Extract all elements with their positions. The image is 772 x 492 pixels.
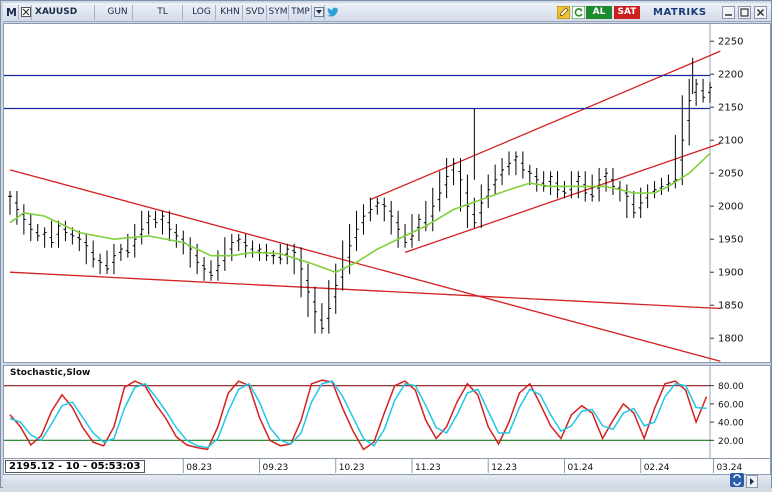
toolbar-button-khn[interactable]: KHN — [218, 5, 243, 20]
toolbar-button-tmp[interactable]: TMP — [290, 5, 312, 20]
trend-line-0[interactable] — [9, 169, 721, 362]
crosshair-readout: 2195.12 - 10 - 05:53:03 — [5, 460, 145, 473]
close-window-button[interactable] — [754, 6, 767, 19]
trend-line-1[interactable] — [9, 271, 721, 310]
brand-logo: MATRIKS — [653, 7, 707, 18]
price-chart-panel[interactable]: 2250 2200 2150 2100 2050 2000 1950 1900 1850 1800 — [3, 23, 771, 363]
stochastic-chart[interactable]: Stochastic,Slow 80.00 60.00 40.00 20.00 — [4, 366, 770, 458]
minimize-button[interactable] — [722, 6, 735, 19]
y-tick-label: 2150 — [718, 103, 743, 114]
toolbar-button-log[interactable]: LOG — [188, 5, 216, 20]
stoch-k-line — [9, 379, 708, 451]
y-tick-label: 1950 — [718, 235, 743, 246]
x-tick-label: 09.23 — [263, 463, 289, 473]
edit-pencil-icon[interactable] — [556, 5, 571, 20]
sync-icon[interactable] — [730, 472, 744, 487]
time-axis-svg: 08.23 09.23 10.23 11.23 12.23 01.24 02.24 03.24 — [182, 459, 743, 473]
dropdown-arrow-icon[interactable] — [313, 5, 325, 20]
stochastic-panel[interactable]: Stochastic,Slow 80.00 60.00 40.00 20.00 — [3, 365, 771, 459]
toolbar: M XAUUSD GUN TL LOG KHN SVD SYM TMP AL SAT MAT… — [3, 3, 771, 22]
maximize-button[interactable] — [738, 6, 751, 19]
symbol-label[interactable]: XAUUSD — [33, 5, 95, 20]
y-tick-label: 1850 — [718, 301, 743, 312]
time-axis: 08.23 09.23 10.23 11.23 12.23 01.24 02.24 03.24 — [3, 459, 771, 475]
close-symbol-icon[interactable] — [20, 5, 32, 20]
toolbar-button-sym[interactable]: SYM — [268, 5, 289, 20]
y-tick-label: 1800 — [718, 334, 743, 345]
trend-line-2[interactable] — [370, 50, 721, 201]
stoch-y-tick-label: 80.00 — [718, 382, 744, 392]
y-tick-label: 1900 — [718, 268, 743, 279]
y-tick-label: 2000 — [718, 202, 743, 213]
twitter-icon[interactable] — [326, 5, 340, 20]
trend-line-3[interactable] — [404, 142, 721, 254]
y-tick-label: 2100 — [718, 136, 743, 147]
stoch-y-tick-label: 20.00 — [718, 437, 744, 447]
buy-button[interactable]: AL — [586, 6, 612, 19]
toolbar-button-gun[interactable]: GUN — [103, 5, 133, 20]
x-tick-label: 10.23 — [339, 463, 365, 473]
x-tick-label: 12.23 — [491, 463, 517, 473]
stochastic-title: Stochastic,Slow — [10, 368, 90, 378]
menu-m-button[interactable]: M — [5, 5, 19, 20]
y-tick-label: 2200 — [718, 70, 743, 81]
moving-average-line — [9, 152, 711, 274]
refresh-icon[interactable] — [571, 5, 586, 20]
x-tick-label: 03.24 — [716, 463, 742, 473]
scroll-right-icon[interactable] — [746, 473, 758, 488]
sell-button[interactable]: SAT — [614, 6, 640, 19]
x-tick-label: 01.24 — [567, 463, 593, 473]
price-chart[interactable]: 2250 2200 2150 2100 2050 2000 1950 1900 1850 1800 — [4, 24, 770, 362]
x-tick-label: 08.23 — [186, 463, 212, 473]
y-tick-label: 2050 — [718, 169, 743, 180]
stoch-d-line — [9, 380, 707, 449]
statusbar — [3, 472, 771, 488]
toolbar-button-tl[interactable]: TL — [143, 5, 183, 20]
x-tick-label: 11.23 — [415, 463, 441, 473]
y-tick-label: 2250 — [718, 37, 743, 48]
x-tick-label: 02.24 — [644, 463, 670, 473]
stoch-y-tick-label: 60.00 — [718, 400, 744, 410]
toolbar-button-svd[interactable]: SVD — [244, 5, 267, 20]
stoch-y-tick-label: 40.00 — [718, 419, 744, 429]
